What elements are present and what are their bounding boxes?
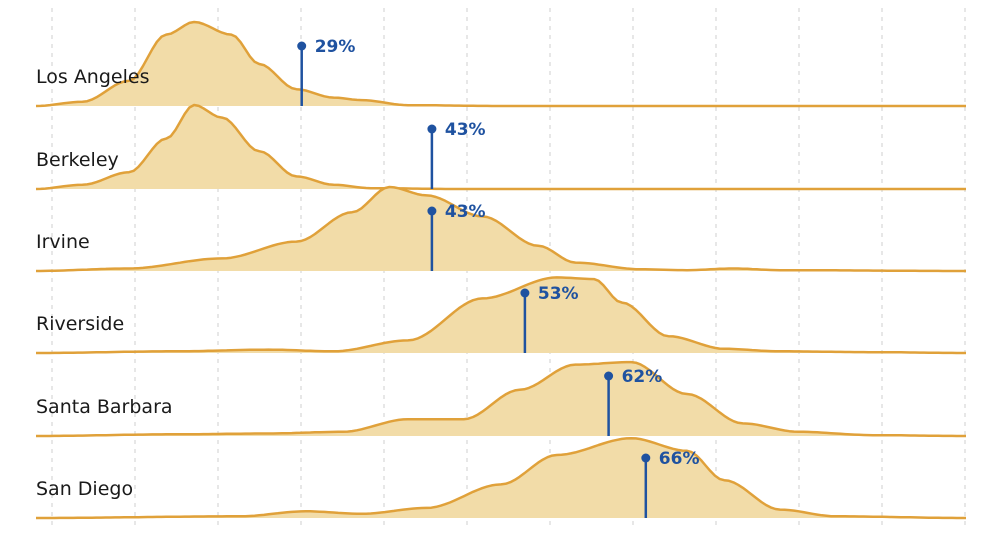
ridge-line — [35, 20, 966, 108]
ridge-row: Los Angeles 29% — [35, 20, 966, 108]
median-label: 43% — [445, 120, 486, 140]
median-label: 43% — [445, 202, 486, 222]
city-label: Irvine — [36, 231, 90, 253]
ridge-area — [36, 187, 966, 271]
median-label: 53% — [538, 284, 579, 304]
median-dot — [604, 371, 614, 381]
median-dot — [520, 288, 530, 298]
ridge-area — [36, 362, 966, 436]
city-label: Los Angeles — [36, 66, 149, 88]
ridge-area — [36, 438, 966, 518]
ridge-area — [36, 105, 966, 189]
ridge-row: Berkeley 43% — [35, 103, 966, 191]
ridge-line — [35, 103, 966, 191]
median-dot — [427, 124, 437, 134]
ridge-line — [36, 436, 966, 520]
median-dot — [297, 41, 307, 51]
ridge-line — [36, 185, 966, 273]
ridge-line — [36, 360, 966, 438]
median-label: 66% — [659, 449, 700, 469]
ridge-line — [36, 276, 966, 355]
ridge-area — [36, 277, 966, 353]
median-label: 29% — [315, 37, 356, 57]
ridge-layer: Los Angeles 29% Berkeley 43% Irvine 43% Rivers… — [35, 20, 966, 520]
median-label: 62% — [622, 367, 663, 387]
ridge-row: Riverside 53% — [36, 276, 966, 355]
city-label: San Diego — [36, 478, 133, 500]
median-dot — [641, 453, 651, 463]
ridge-row: San Diego 66% — [36, 436, 966, 520]
city-label: Santa Barbara — [36, 396, 173, 418]
median-dot — [427, 206, 437, 216]
city-label: Riverside — [36, 313, 124, 335]
city-label: Berkeley — [36, 149, 119, 171]
ridge-row: Santa Barbara 62% — [36, 360, 966, 438]
ridge-row: Irvine 43% — [36, 185, 966, 273]
ridge-area — [36, 22, 966, 106]
